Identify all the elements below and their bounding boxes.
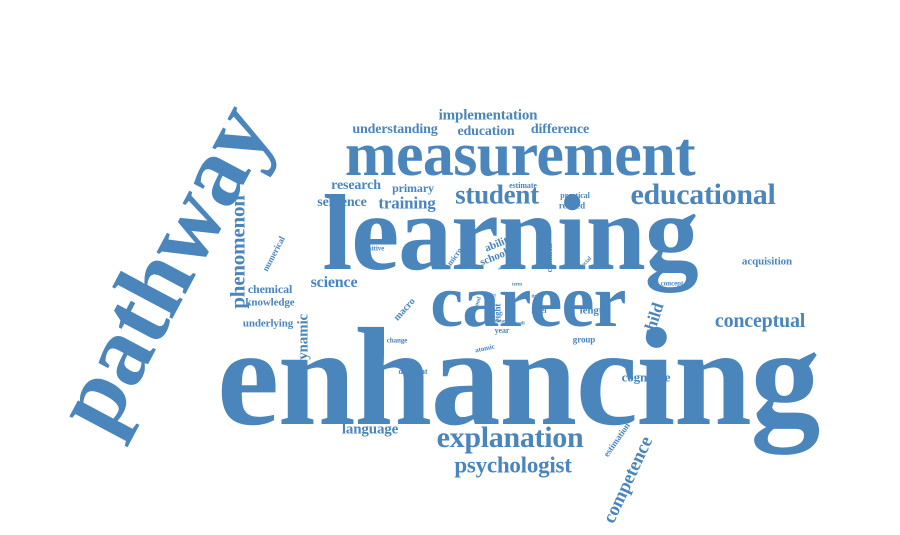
word-length: length: [579, 304, 609, 317]
word-term: term: [511, 282, 523, 288]
word-result: result: [513, 321, 525, 327]
word-science: science: [310, 274, 358, 291]
word-explanation: explanation: [436, 421, 584, 454]
word-acquisition: acquisition: [741, 255, 793, 268]
word-educational: educational: [630, 178, 776, 211]
word-underlying: underlying: [242, 317, 294, 330]
word-enhancing: enhancing: [216, 300, 820, 455]
word-education: education: [457, 124, 515, 139]
word-year: year: [494, 326, 510, 335]
word-research: research: [331, 178, 381, 193]
word-dynamic: dynamic: [295, 314, 312, 368]
word-time: time: [531, 294, 541, 300]
word-implementation: implementation: [438, 107, 538, 124]
word-level: level: [531, 306, 547, 315]
word-issue: issue: [494, 319, 506, 325]
word-numerical: numerical: [260, 234, 287, 273]
word-conceptual: conceptual: [714, 310, 806, 332]
word-group: group: [572, 334, 596, 345]
word-measurement: measurement: [344, 121, 696, 189]
word-training: training: [378, 193, 436, 213]
word-sentence: sentence: [317, 195, 367, 210]
word-concept: concept: [660, 279, 684, 288]
word-practical: practical: [560, 191, 590, 200]
word-learning: learning: [322, 174, 698, 293]
word-cognitive: cognitive: [621, 369, 671, 385]
word-different: different: [398, 367, 428, 376]
word-understanding: understanding: [352, 122, 438, 137]
word-student: student: [455, 179, 539, 210]
word-psychologist: psychologist: [454, 452, 572, 478]
word-phenomenon: phenomenon: [225, 195, 250, 309]
word-difference: difference: [530, 122, 590, 137]
word-language: language: [341, 421, 399, 438]
word-primary: primary: [392, 181, 434, 195]
word-fact: fact: [488, 293, 496, 299]
word-positive: positive: [361, 244, 385, 253]
word-common: common: [545, 243, 554, 273]
word-chemical: chemical: [247, 282, 293, 296]
word-estimate: estimate: [509, 181, 537, 190]
word-related: related: [558, 200, 586, 211]
word-change: change: [386, 336, 408, 345]
word-career: career: [430, 261, 626, 343]
word-knowledge: knowledge: [245, 296, 295, 309]
